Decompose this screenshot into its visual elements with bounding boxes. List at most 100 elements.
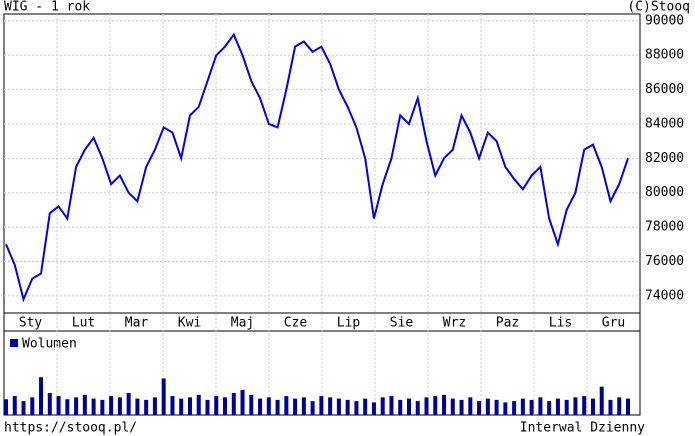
legend-swatch	[10, 339, 18, 347]
source: (C)Stooq	[627, 0, 690, 15]
volume-bar	[371, 402, 376, 415]
volume-bar	[275, 399, 280, 415]
volume-bar	[47, 392, 52, 415]
volume-bar	[65, 399, 70, 415]
volume-bar	[74, 397, 79, 415]
y-tick-label: 76000	[645, 254, 684, 269]
volume-bar	[450, 398, 455, 415]
y-tick-label: 74000	[645, 288, 684, 303]
volume-bar	[626, 398, 630, 415]
volume-bar	[205, 399, 210, 415]
volume-bar	[284, 396, 289, 415]
volume-bar	[161, 378, 166, 415]
y-tick-label: 86000	[645, 82, 684, 97]
volume-bar	[398, 399, 403, 415]
volume-bar	[100, 399, 105, 415]
x-tick-label: Wrz	[443, 316, 466, 331]
volume-bar	[301, 397, 306, 415]
volume-bar	[152, 397, 157, 415]
y-tick-label: 84000	[645, 116, 684, 131]
volume-bar	[240, 389, 245, 415]
x-tick-label: Gru	[602, 316, 625, 331]
volume-bar	[30, 397, 35, 415]
volume-bar	[494, 399, 499, 415]
volume-bar	[293, 398, 298, 415]
volume-bar	[485, 398, 490, 415]
volume-bar	[328, 397, 333, 415]
volume-bar	[529, 399, 534, 415]
y-tick-label: 88000	[645, 48, 684, 63]
volume-bar	[503, 402, 508, 415]
volume-bar	[415, 401, 420, 415]
volume-bar	[39, 377, 44, 415]
volume-bar	[442, 394, 447, 415]
y-tick-label: 78000	[645, 220, 684, 235]
volume-bar	[599, 386, 604, 415]
volume-bar	[82, 394, 87, 415]
volume-bar	[406, 398, 411, 415]
volume-bar	[249, 394, 254, 415]
volume-bar	[363, 398, 368, 415]
volume-bar	[144, 399, 149, 415]
volume-bar	[135, 398, 140, 415]
volume-bar	[258, 398, 263, 415]
y-tick-label: 82000	[645, 151, 684, 166]
volume-bar	[266, 397, 271, 415]
volume-bar	[170, 396, 175, 415]
x-tick-label: Sie	[390, 316, 414, 331]
x-tick-label: Sty	[19, 316, 43, 331]
volume-bar	[617, 397, 622, 415]
volume-bar	[187, 397, 192, 415]
volume-bar	[590, 398, 595, 415]
chart-title: WIG - 1 rok	[4, 0, 90, 15]
volume-bar	[223, 397, 228, 415]
volume-bar	[345, 399, 350, 415]
interval: Interwal Dzienny	[520, 421, 645, 436]
x-tick-label: Mar	[125, 316, 149, 331]
x-tick-label: Kwi	[178, 316, 201, 331]
x-tick-label: Lip	[337, 316, 361, 331]
volume-bar	[4, 399, 8, 415]
volume-bar	[555, 398, 560, 415]
volume-bar	[21, 401, 26, 415]
volume-bar	[310, 401, 315, 415]
url: https://stooq.pl/	[4, 421, 137, 436]
volume-bar	[196, 394, 201, 415]
volume-bar	[380, 397, 385, 415]
volume-bar	[547, 401, 552, 415]
y-tick-label: 80000	[645, 185, 684, 200]
volume-bar	[354, 401, 359, 415]
volume-bar	[582, 396, 587, 415]
price-line	[5, 32, 629, 303]
volume-bar	[538, 397, 543, 415]
legend-label: Wolumen	[22, 337, 77, 352]
volume-bar	[336, 398, 341, 415]
volume-bar	[91, 398, 96, 415]
volume-bar	[12, 396, 17, 415]
volume-bar	[468, 397, 473, 415]
x-tick-label: Paz	[496, 316, 519, 331]
volume-bar	[564, 399, 569, 415]
x-tick-label: Lis	[549, 316, 572, 331]
volume-bar	[319, 396, 324, 415]
x-tick-label: Maj	[231, 316, 254, 331]
volume-bar	[477, 401, 482, 415]
volume-bar	[459, 399, 464, 415]
volume-bar	[424, 397, 429, 415]
volume-bar	[231, 392, 236, 415]
volume-bar	[512, 401, 517, 415]
volume-bar	[608, 399, 613, 415]
volume-bar	[389, 396, 394, 415]
y-tick-label: 90000	[645, 13, 684, 28]
volume-bar	[117, 397, 122, 415]
volume-bar	[109, 396, 114, 415]
volume-bar	[56, 396, 61, 415]
volume-bar	[573, 397, 578, 415]
volume-bar	[126, 392, 131, 415]
volume-bar	[520, 398, 525, 415]
volume-bar	[433, 396, 438, 415]
x-tick-label: Lut	[72, 316, 95, 331]
x-tick-label: Cze	[284, 316, 308, 331]
volume-bar	[179, 398, 184, 415]
